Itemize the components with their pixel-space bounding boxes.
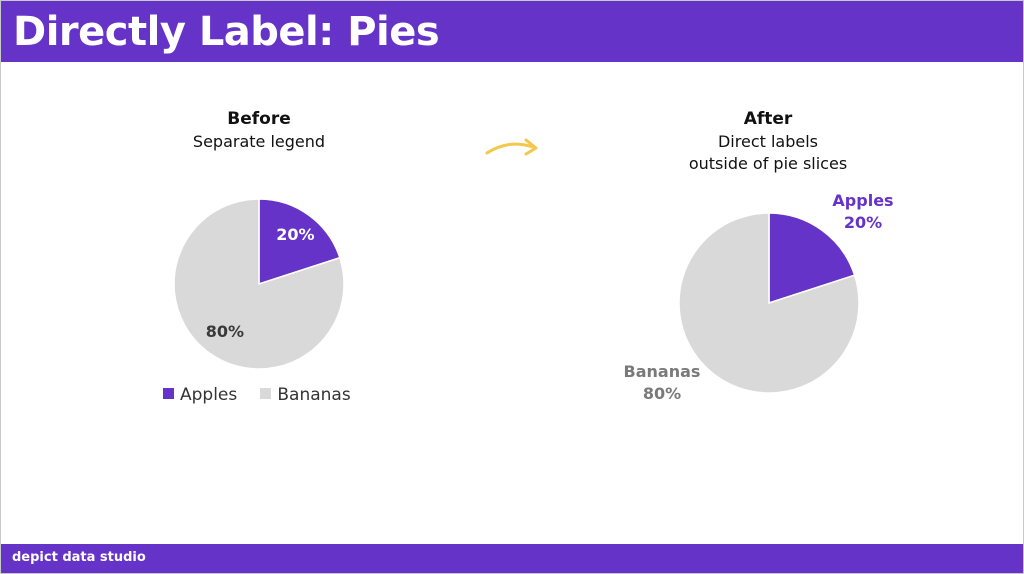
after-pie-chart [678, 212, 860, 394]
legend-item-bananas: Bananas [260, 384, 351, 406]
before-heading: Before Separate legend [129, 107, 389, 153]
after-apples-value: 20% [843, 213, 883, 232]
legend-item-apples: Apples [163, 384, 237, 406]
slide-title: Directly Label: Pies [13, 9, 440, 55]
before-slice-bananas [173, 198, 345, 370]
before-slice-apples [258, 198, 341, 286]
after-slice-bananas [678, 212, 860, 394]
after-bananas-direct-label: Bananas 80% [612, 361, 712, 405]
legend-swatch-apples [163, 388, 174, 399]
before-subtitle: Separate legend [192, 132, 326, 151]
before-apples-value-label: 20% [276, 225, 314, 244]
after-apples-direct-label: Apples 20% [819, 190, 907, 234]
after-slice-apples [768, 212, 856, 305]
after-title: After [743, 109, 793, 129]
after-apples-name: Apples [832, 191, 894, 210]
header-bar: Directly Label: Pies [1, 1, 1023, 62]
footer-brand: depict data studio [12, 550, 146, 565]
curved-arrow-icon [485, 138, 538, 156]
before-bananas-value-label: 80% [206, 322, 244, 341]
after-bananas-name: Bananas [623, 362, 701, 381]
after-bananas-value: 80% [642, 384, 682, 403]
after-subtitle-line1: Direct labels [717, 132, 819, 151]
legend-label-apples: Apples [180, 385, 238, 405]
before-title: Before [227, 109, 291, 129]
footer-bar: depict data studio [1, 544, 1023, 573]
after-heading: After Direct labels outside of pie slice… [618, 107, 918, 175]
before-legend: Apples Bananas [163, 384, 383, 408]
legend-label-bananas: Bananas [277, 385, 351, 405]
after-subtitle-line2: outside of pie slices [688, 154, 848, 173]
before-pie-chart: 20% 80% [173, 198, 345, 370]
legend-swatch-bananas [260, 388, 272, 399]
